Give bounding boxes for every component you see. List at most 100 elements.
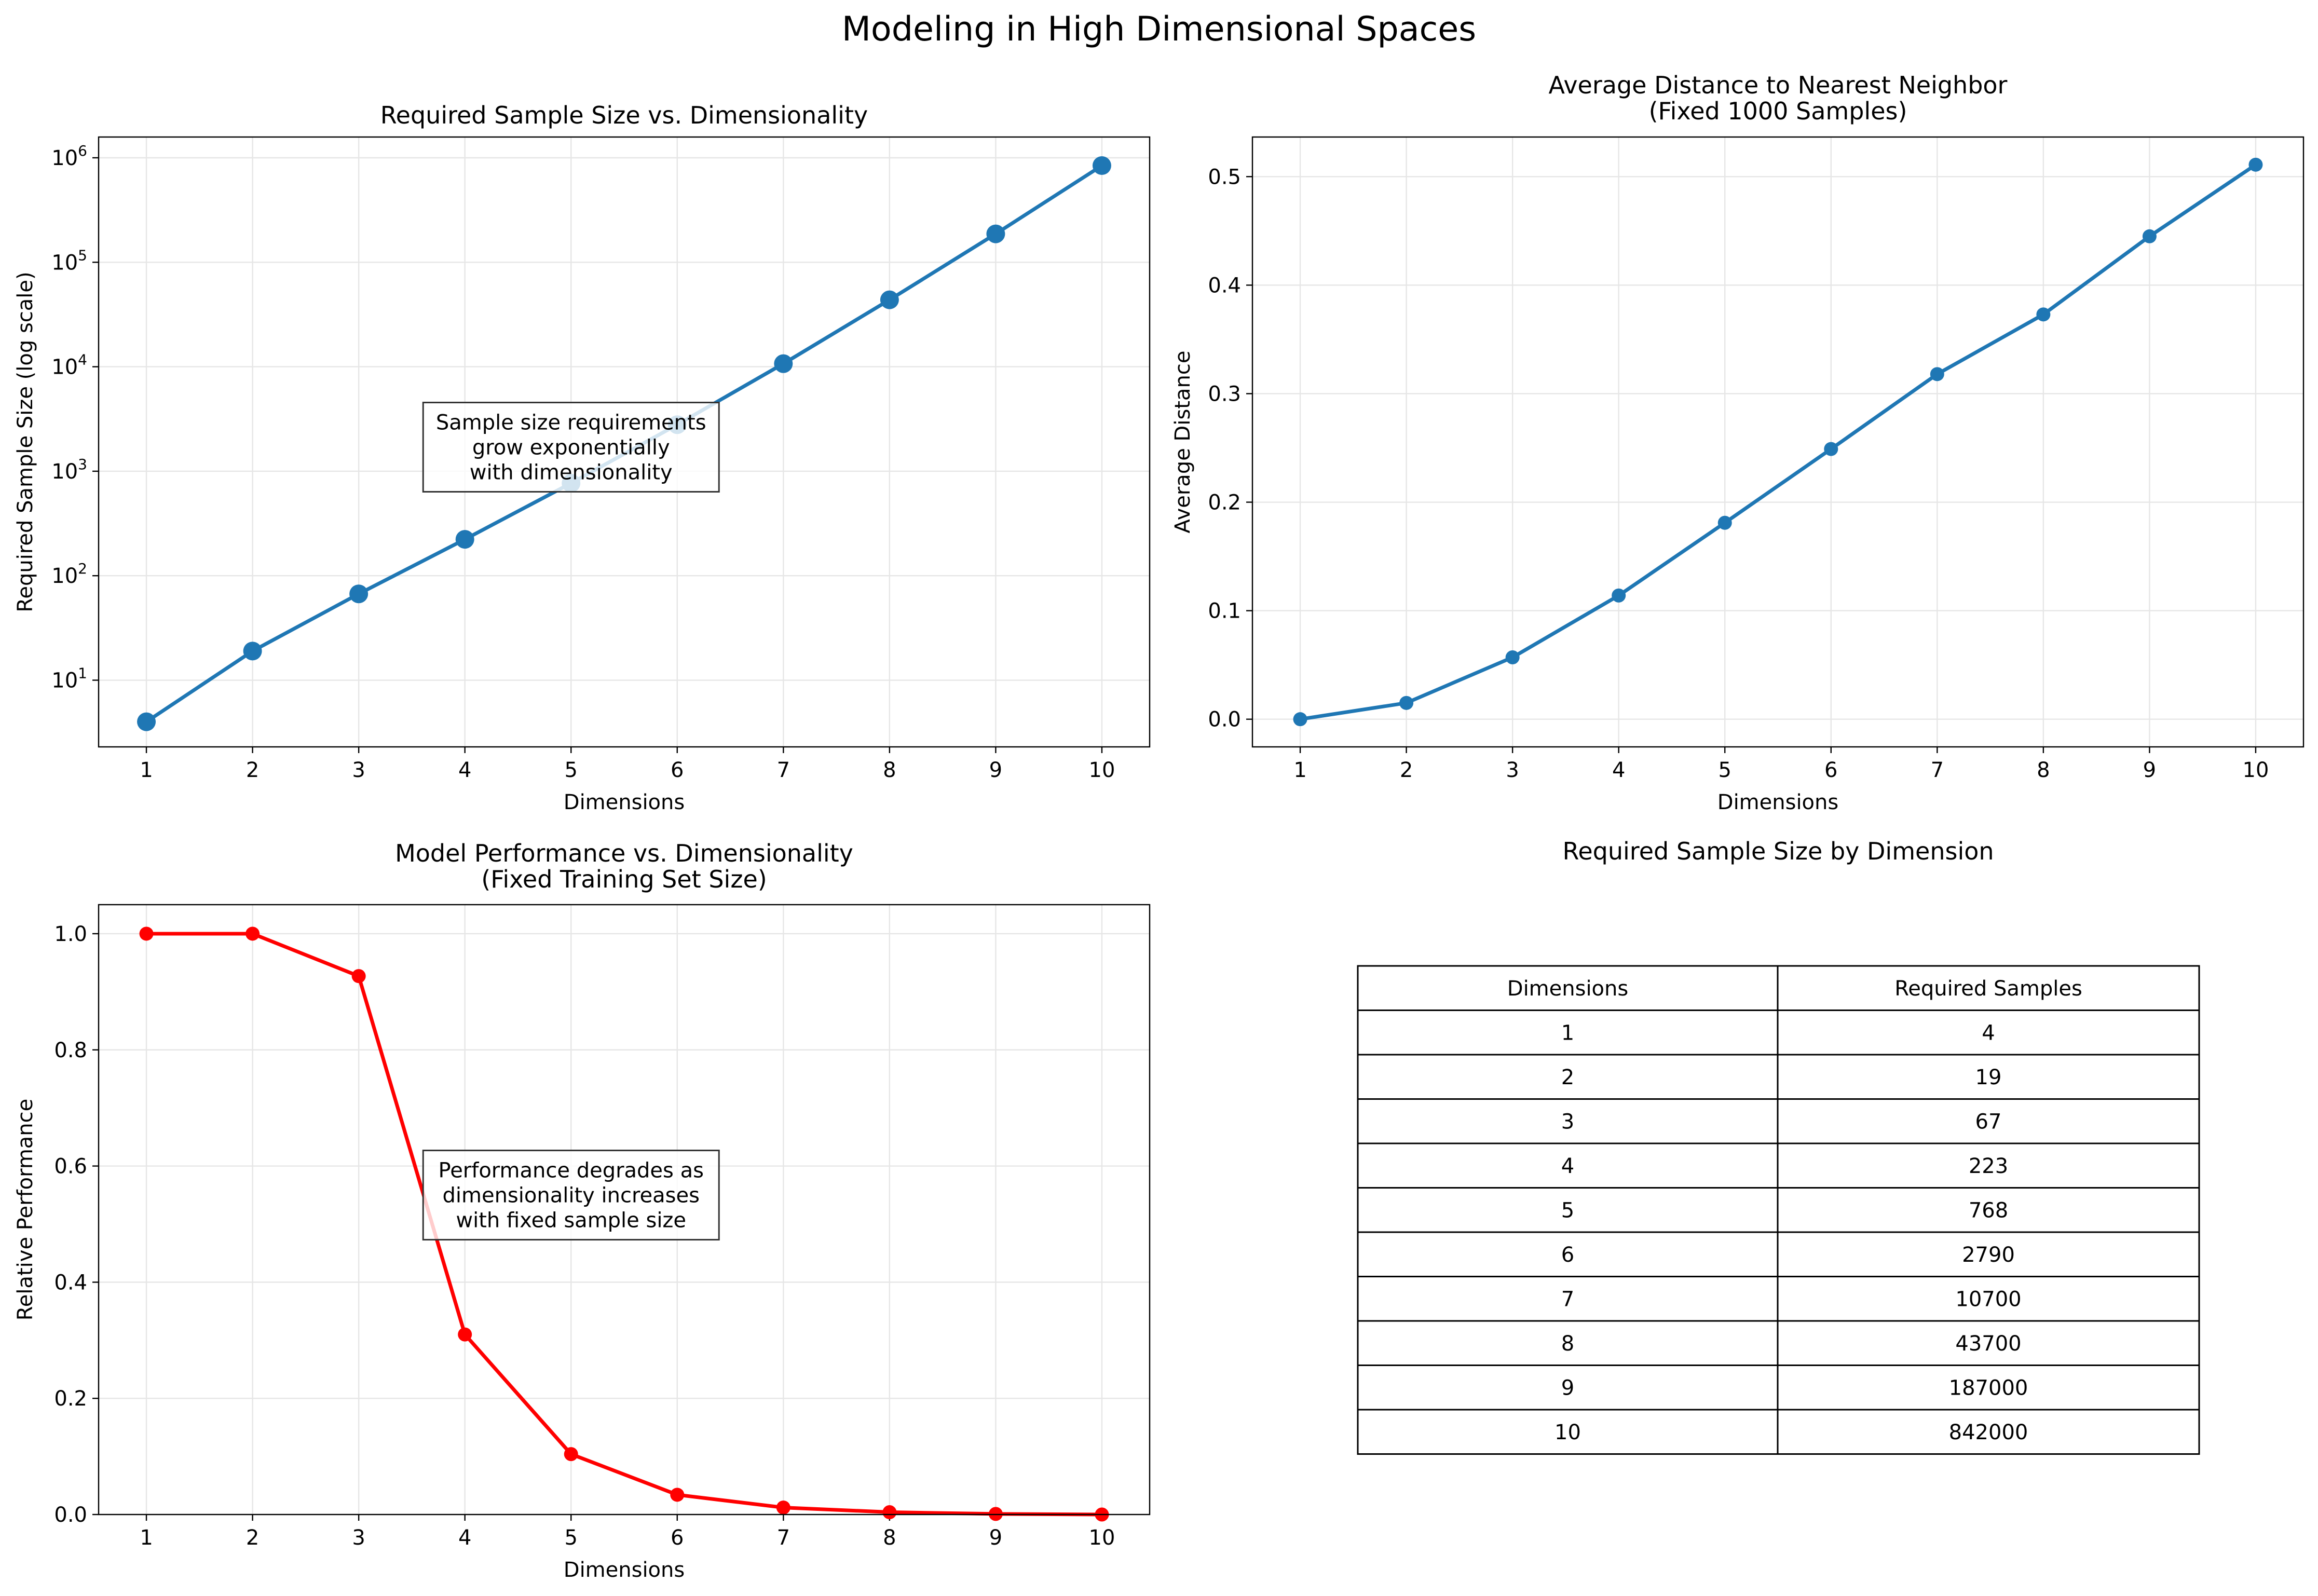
data-point [1824, 442, 1838, 456]
y-tick-label: 0.5 [1208, 165, 1241, 189]
x-tick-label: 2 [246, 1526, 259, 1550]
y-tick-label: 101 [51, 665, 87, 693]
x-axis-label: Dimensions [564, 1558, 685, 1582]
x-tick-label: 8 [883, 758, 896, 782]
annotation-text: Sample size requirements [436, 411, 706, 435]
x-tick-label: 3 [1506, 758, 1519, 782]
table-cell [1357, 1010, 1779, 1056]
annotation-box [422, 1150, 720, 1241]
table-cell-text: 10700 [1955, 1287, 2021, 1311]
y-tick-label: 0.1 [1208, 599, 1241, 623]
data-point [774, 354, 793, 373]
annotation-text: grow exponentially [472, 436, 670, 460]
y-tick-label: 0.2 [54, 1387, 87, 1411]
x-tick-label: 5 [565, 758, 578, 782]
y-tick-label: 0.3 [1208, 382, 1241, 406]
y-tick-label: 105 [51, 247, 87, 275]
table-cell [1357, 1187, 1779, 1233]
sample-size-table: Required Sample Size by Dimension Dimens… [1357, 837, 2200, 1455]
x-tick-label: 1 [1293, 758, 1306, 782]
table-cell-text: 2790 [1962, 1243, 2015, 1267]
x-tick-label: 3 [352, 1526, 365, 1550]
table-cell-text: 768 [1969, 1198, 2008, 1222]
x-tick-label: 6 [1824, 758, 1837, 782]
table-cell-text: 5 [1561, 1198, 1574, 1222]
x-tick-label: 7 [777, 1526, 790, 1550]
subplot-sample-size: 1 2 3 4 5 6 7 8 9 10 101 102 103 104 105 106 Sample size… [13, 101, 1151, 814]
annotation-text: with dimensionality [470, 461, 673, 485]
table-cell [1357, 1231, 1779, 1277]
data-point [880, 290, 899, 309]
data-point [246, 926, 260, 941]
annotation-text: Performance degrades as [439, 1159, 704, 1183]
data-point [1612, 588, 1626, 603]
x-tick-label: 6 [671, 758, 684, 782]
x-axis-label: Dimensions [1717, 790, 1838, 814]
y-axis-label: Required Sample Size (log scale) [13, 271, 37, 612]
table-header-text: Required Samples [1894, 977, 2082, 1001]
data-point [2036, 307, 2051, 322]
y-tick-label: 0.2 [1208, 491, 1241, 515]
table-cell [1777, 1142, 2200, 1189]
data-point [776, 1500, 790, 1515]
x-tick-label: 1 [140, 1526, 153, 1550]
x-tick-label: 9 [989, 758, 1002, 782]
annotation-text: with fixed sample size [456, 1209, 686, 1233]
table-cell [1777, 1276, 2200, 1322]
table-cell-text: 6 [1561, 1243, 1574, 1267]
y-tick-label: 1.0 [54, 922, 87, 946]
table-cell [1357, 1409, 1779, 1455]
x-tick-label: 4 [458, 1526, 471, 1550]
y-tick-label: 0.6 [54, 1155, 87, 1179]
data-point [458, 1327, 472, 1342]
data-point [1505, 650, 1520, 665]
y-tick-label: 0.0 [54, 1503, 87, 1527]
series-line [1300, 163, 2257, 721]
data-point [243, 642, 262, 661]
table-cell-text: 4 [1561, 1154, 1574, 1178]
subplot-nearest-neighbor: 1 2 3 4 5 6 7 8 9 10 0.0 0.1 0.2 0.3 0.4 0.5 Average Dis… [1171, 71, 2305, 814]
axes-title: (Fixed Training Set Size) [481, 865, 767, 893]
y-tick-label: 106 [51, 142, 87, 170]
table-cell-text: 43700 [1955, 1332, 2021, 1356]
table-cell-text: 7 [1561, 1287, 1574, 1311]
data-point [2142, 229, 2157, 243]
data-point [986, 224, 1005, 243]
x-tick-label: 3 [352, 758, 365, 782]
table-cell-text: 19 [1975, 1066, 2002, 1089]
y-tick-label: 0.0 [1208, 708, 1241, 732]
annotation-box [422, 402, 720, 493]
table-cell-text: 4 [1982, 1021, 1995, 1045]
table-cell [1357, 1320, 1779, 1366]
y-tick-label: 102 [51, 560, 87, 588]
y-tick-label: 0.8 [54, 1039, 87, 1062]
table-cell [1777, 1320, 2200, 1366]
y-tick-label: 103 [51, 456, 87, 484]
table-header-text: Dimensions [1507, 977, 1628, 1001]
x-tick-label: 1 [140, 758, 153, 782]
x-tick-label: 10 [2243, 758, 2269, 782]
table-cell-text: 9 [1561, 1376, 1574, 1400]
data-point [1092, 156, 1111, 175]
axes-title: (Fixed 1000 Samples) [1649, 97, 1907, 125]
x-tick-label: 2 [246, 758, 259, 782]
table-cell-text: 8 [1561, 1332, 1574, 1356]
x-tick-label: 8 [883, 1526, 896, 1550]
table-title: Required Sample Size by Dimension [1562, 837, 1994, 865]
data-point [564, 1447, 578, 1462]
x-tick-label: 4 [1612, 758, 1625, 782]
table-cell [1777, 1409, 2200, 1455]
x-tick-label: 7 [1931, 758, 1944, 782]
x-tick-label: 4 [458, 758, 471, 782]
table-cell [1777, 1231, 2200, 1277]
axes-frame [98, 904, 1151, 1516]
axes-title: Model Performance vs. Dimensionality [395, 839, 853, 867]
y-axis-label: Average Distance [1171, 351, 1195, 534]
x-tick-label: 8 [2037, 758, 2050, 782]
x-tick-label: 6 [671, 1526, 684, 1550]
table-cell-text: 3 [1561, 1110, 1574, 1134]
data-point [1717, 515, 1732, 530]
y-tick-label: 0.4 [54, 1271, 87, 1294]
table-cell-text: 2 [1561, 1066, 1574, 1089]
